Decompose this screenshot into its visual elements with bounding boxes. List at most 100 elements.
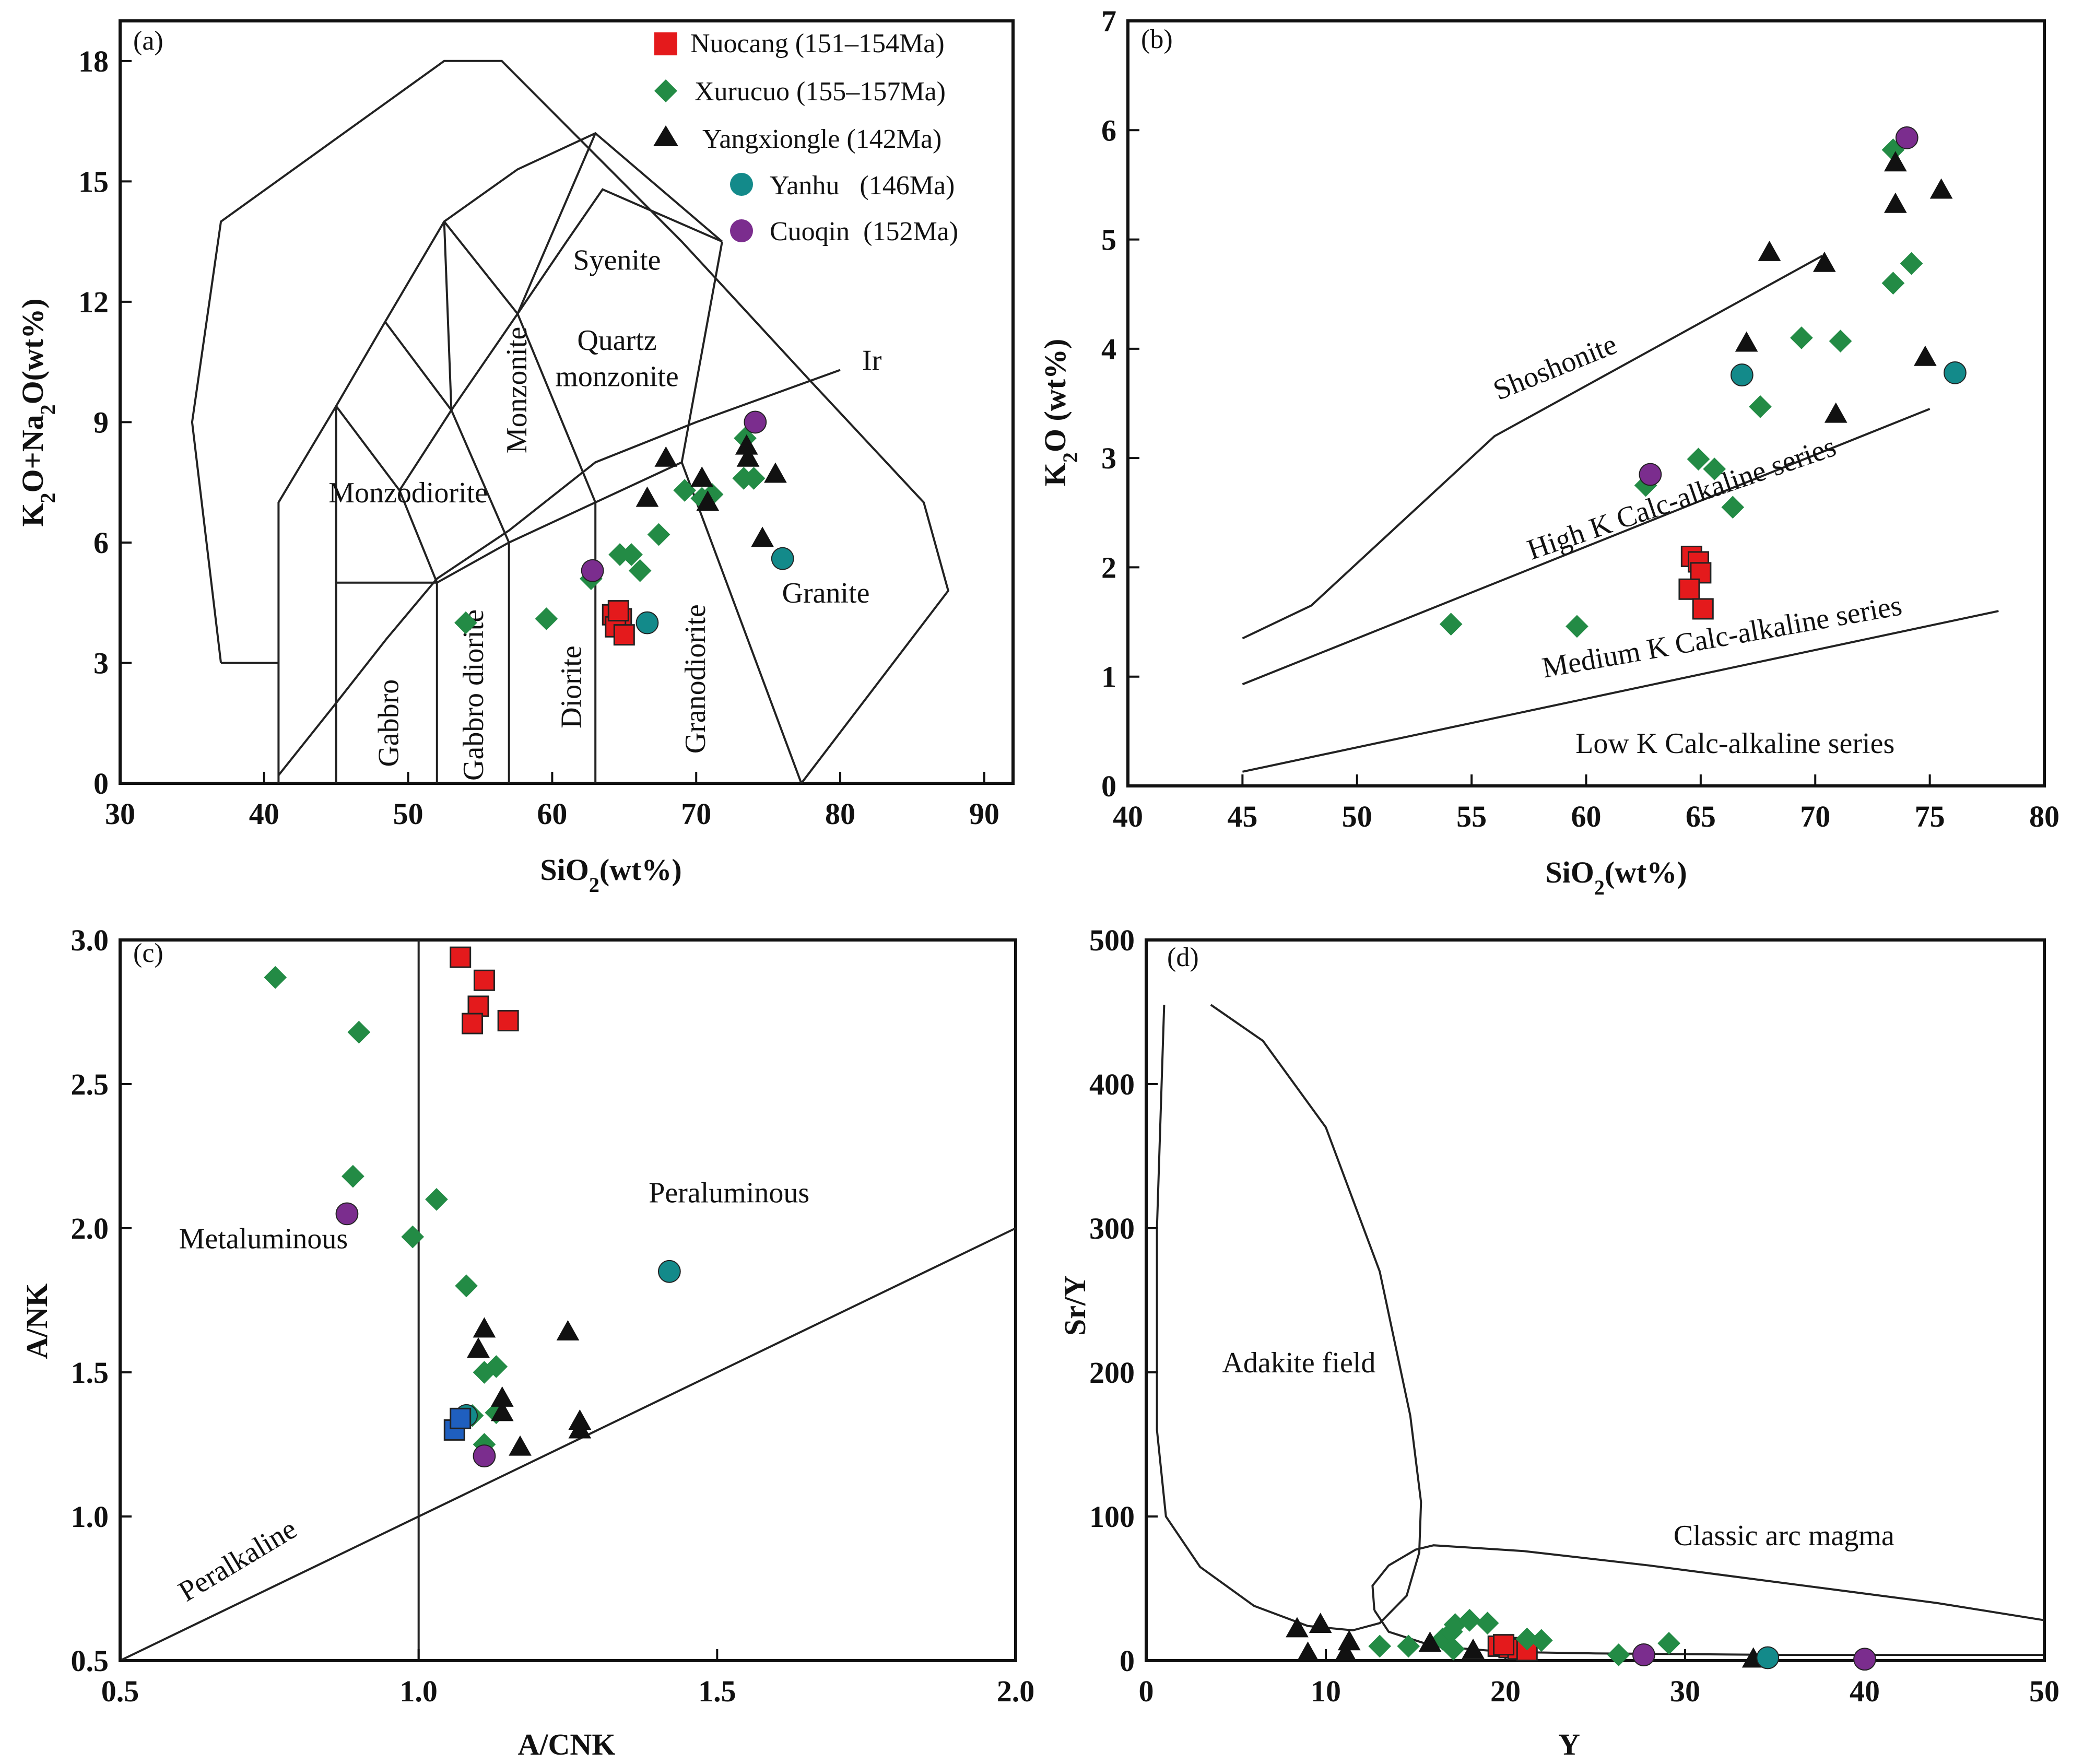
panel-d-yangxiongle-point-0: [1286, 1617, 1309, 1638]
panel-d-yangxiongle-point-5: [1418, 1631, 1442, 1652]
panel-a-yanhu-point-0: [636, 611, 659, 634]
panel-d-xurucuo-point-1: [1397, 1634, 1420, 1658]
legend-label-cuoqin: Cuoqin (152Ma): [770, 217, 958, 246]
panel-b-series-cuoqin: [1639, 126, 1919, 486]
panel-a-xurucuo-point-1: [535, 607, 558, 630]
panel-b-ytick-label-0: 0: [1101, 769, 1116, 803]
panel-a-xurucuo-point-3: [608, 543, 631, 566]
panel-a-yangxiongle-point-4: [735, 434, 758, 455]
panel-c-nuocang-point-1: [473, 969, 495, 991]
panel-c-series-extra: [443, 1407, 472, 1441]
panel-d-xurucuo-point-0: [1368, 1634, 1392, 1658]
panel-b-xtick-label-6: 70: [1800, 799, 1830, 833]
panel-b-xurucuo-point-7: [1790, 326, 1813, 349]
panel-b-nuocang-point-3: [1678, 578, 1700, 600]
panel-a-xurucuo-point-5: [628, 559, 652, 582]
panel-a-xtick-label-2: 50: [393, 797, 423, 831]
panel-a-series-yanhu: [636, 547, 794, 634]
panel-b-xurucuo-point-10: [1900, 252, 1923, 275]
panel-a-frame: [119, 19, 1015, 785]
panel-a-boundary-14: [277, 369, 841, 776]
panel-b-ytick-label-4: 4: [1101, 332, 1116, 366]
panel-a-yangxiongle-point-7: [764, 462, 787, 483]
panel-d-series-xurucuo: [1368, 1608, 1680, 1666]
panel-b-yangxiongle-point-2: [1813, 251, 1836, 272]
panel-c-nuocang-point-0: [450, 946, 472, 968]
panel-a-field-label-4: Monzodiorite: [328, 477, 488, 509]
panel-b-label: (b): [1141, 25, 1173, 54]
panel-c-series-nuocang: [450, 946, 519, 1034]
panel-d-boundary-1: [1371, 1544, 2045, 1621]
panel-c-cuoqin-point-0: [335, 1202, 359, 1226]
panel-c-boundary-1: [120, 1227, 1016, 1662]
panel-b-series-yangxiongle: [1735, 151, 1953, 423]
panel-b-xurucuo-point-3: [1687, 448, 1710, 471]
legend-marker-yanhu: [730, 173, 753, 196]
panel-c-yanhu-point-0: [657, 1260, 681, 1283]
panel-b-series-xurucuo: [1439, 138, 1923, 638]
panel-d-xurucuo-point-5: [1458, 1608, 1481, 1632]
panel-a-nuocang-point-3: [613, 624, 635, 646]
panel-b-xurucuo-point-1: [1566, 615, 1588, 638]
panel-b-xtick-label-2: 50: [1342, 799, 1372, 833]
panel-c-yangxiongle-point-5: [556, 1320, 580, 1340]
panel-a-xtick-label-3: 60: [537, 797, 567, 831]
panel-a-series-yangxiongle: [636, 434, 787, 547]
panel-a-xurucuo-point-6: [647, 523, 670, 546]
panel-d-xtick-label-1: 10: [1311, 1674, 1341, 1708]
panel-c-xlabel: A/CNK: [518, 1727, 616, 1761]
legend-item-cuoqin: Cuoqin (152Ma): [730, 217, 958, 246]
panel-c-yangxiongle-point-7: [568, 1418, 592, 1439]
panel-b-yangxiongle-point-7: [1914, 345, 1937, 366]
panel-b-yangxiongle-point-4: [1884, 151, 1907, 172]
panel-d-frame: [1145, 938, 2046, 1662]
panel-d-xurucuo-point-8: [1515, 1627, 1539, 1651]
panel-a-yangxiongle-point-1: [654, 446, 678, 467]
panel-b-xurucuo-point-5: [1721, 496, 1745, 519]
panel-a-field-label-10: Granodiorite: [679, 604, 712, 754]
panel-d-xurucuo-point-10: [1607, 1643, 1630, 1666]
legend-label-nuocang: Nuocang (151–154Ma): [690, 29, 945, 58]
panel-d-cuoqin-point-1: [1853, 1648, 1876, 1671]
panel-a-yangxiongle-point-5: [736, 446, 760, 467]
panel-b-boundary-1: [1242, 408, 1931, 686]
panel-c-xtick-label-2: 1.5: [698, 1674, 736, 1708]
panel-b-xtick-label-1: 45: [1227, 799, 1257, 833]
legend-marker-xurucuo: [654, 79, 677, 102]
panel-d-yangxiongle-point-6: [1462, 1638, 1485, 1659]
legend-marker-yangxiongle: [653, 125, 678, 146]
panel-a-boundary-15: [191, 60, 950, 784]
panel-a-cuoqin-point-1: [744, 410, 767, 434]
panel-c-yangxiongle-point-2: [490, 1386, 514, 1407]
panel-a-ytick-label-4: 12: [78, 285, 109, 319]
panel-a-yangxiongle-point-0: [636, 486, 659, 507]
panel-a-ytick-label-3: 9: [93, 405, 109, 439]
panel-d-xurucuo-point-7: [1442, 1638, 1465, 1661]
panel-b-xurucuo-point-8: [1829, 330, 1852, 353]
panel-d-ytick-label-2: 200: [1089, 1356, 1135, 1390]
legend-item-xurucuo: Xurucuo (155–157Ma): [654, 77, 946, 107]
panel-a-series-cuoqin: [581, 410, 767, 582]
panel-d-xurucuo-point-6: [1476, 1612, 1499, 1635]
panel-c-cuoqin-point-1: [473, 1444, 496, 1467]
panel-c-yangxiongle-point-1: [467, 1337, 490, 1358]
panel-b-yanhu-point-1: [1943, 361, 1967, 384]
panel-a-cuoqin-point-0: [581, 559, 604, 582]
panel-c-ytick-label-0: 0.5: [71, 1644, 109, 1678]
panel-b-xurucuo-point-2: [1634, 474, 1657, 497]
panel-a-xurucuo-point-12: [742, 467, 766, 490]
panel-b-nuocang-point-4: [1692, 598, 1714, 620]
panel-c-acnk-ank-diagram: (c) A/CNK A/NK 0.5 1.0 1.5 2.0 0.5 1.0 1.5 2.0 2…: [20, 923, 1034, 1761]
panel-a-xurucuo-point-8: [690, 487, 714, 510]
panel-b-ytick-label-3: 3: [1101, 441, 1116, 475]
panel-a-ytick-label-0: 0: [93, 767, 109, 801]
panel-a-xurucuo-point-7: [673, 479, 697, 502]
panel-b-xtick-label-7: 75: [1915, 799, 1945, 833]
panel-a-boundary-11: [443, 221, 453, 410]
panel-b-xtick-label-3: 55: [1456, 799, 1487, 833]
panel-d-cuoqin-point-0: [1632, 1643, 1655, 1666]
panel-a-tas-diagram: (a) SiO2(wt%) K2O+Na2O(wt%) 30 40 50 60 70 80…: [16, 19, 1015, 897]
panel-b-xurucuo-point-0: [1439, 613, 1463, 636]
panel-c-ytick-label-1: 1.0: [71, 1500, 109, 1534]
